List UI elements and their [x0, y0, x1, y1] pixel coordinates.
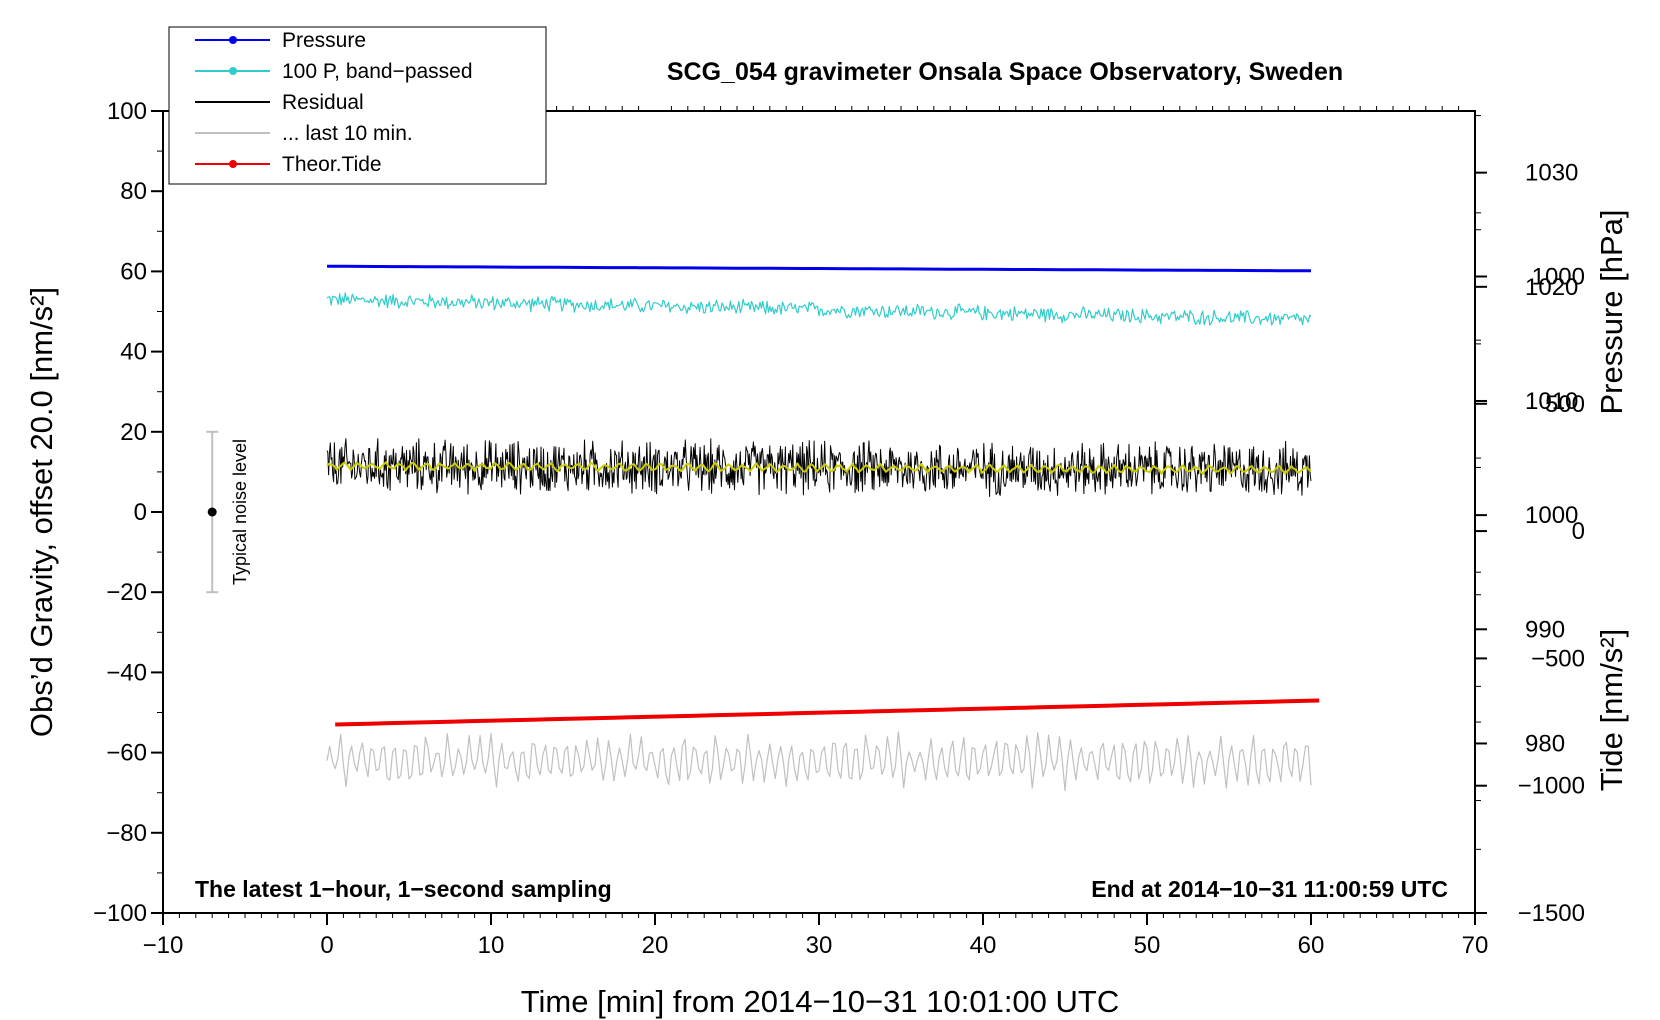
noise-center-dot	[207, 507, 217, 517]
pressure-tick-label: 980	[1525, 730, 1565, 757]
legend-label: Pressure	[282, 29, 366, 52]
y-axis-label-left: Obs’d Gravity, offset 20.0 [nm/s²]	[24, 287, 59, 737]
annotation-bottom-right: End at 2014−10−31 11:00:59 UTC	[1091, 876, 1448, 902]
legend-label: 100 P, band−passed	[282, 60, 473, 83]
y-tick-label: 0	[134, 499, 147, 526]
x-tick-label: 30	[806, 932, 833, 959]
x-axis-ticks: −10 0 10 20 30 40 50 60 70	[143, 106, 1489, 959]
tide-tick-label: 500	[1545, 391, 1585, 418]
x-tick-label: 10	[478, 932, 505, 959]
legend-marker	[229, 160, 237, 168]
y-tick-label: −20	[106, 579, 147, 606]
pressure-tick-label: 1000	[1525, 502, 1578, 529]
series-line-0	[327, 264, 1311, 273]
x-tick-label: 20	[642, 932, 669, 959]
legend-marker	[229, 67, 237, 75]
annotation-bottom-left: The latest 1−hour, 1−second sampling	[195, 876, 612, 902]
noise-marker	[206, 430, 219, 594]
y-tick-label: 40	[120, 339, 147, 366]
tide-tick-label: −1000	[1518, 773, 1585, 800]
tide-tick-label: −500	[1531, 645, 1585, 672]
tide-tick-label: 0	[1572, 518, 1585, 545]
pressure-tick-label: 1010	[1525, 388, 1578, 415]
tide-axis-ticks: 1000 500 0 −500 −1000 −1500	[1475, 212, 1585, 927]
pressure-tick-label: 990	[1525, 616, 1565, 643]
legend-label: Residual	[282, 91, 364, 114]
pressure-tick-label: 1020	[1525, 274, 1578, 301]
legend-marker	[229, 36, 237, 44]
series-line-5	[335, 698, 1320, 727]
y-axis-ticks: 100 80 60 40 20 0 −20 −40 −60 −80 −100	[93, 98, 163, 927]
y-axis-label-pressure: Pressure [hPa]	[1594, 209, 1629, 414]
series-line-2	[326, 438, 1312, 497]
x-tick-label: 40	[970, 932, 997, 959]
x-tick-label: 0	[320, 932, 333, 959]
series-line-3	[326, 461, 1312, 475]
legend-box	[168, 26, 547, 185]
legend: Pressure 100 P, band−passed Residual ... la…	[168, 26, 547, 185]
series-layer	[326, 264, 1320, 791]
chart-title: SCG_054 gravimeter Onsala Space Observat…	[667, 58, 1343, 86]
series-line-1	[326, 292, 1312, 326]
y-tick-label: 100	[107, 98, 147, 125]
y-tick-label: 20	[120, 419, 147, 446]
y-tick-label: 80	[120, 178, 147, 205]
x-tick-label: −10	[143, 932, 184, 959]
y-tick-label: −100	[93, 900, 147, 927]
series-line-4	[326, 731, 1312, 791]
pressure-axis-ticks: 1030 1020 1010 1000 990 980	[1475, 115, 1578, 802]
y-tick-label: −40	[106, 659, 147, 686]
legend-label: Theor.Tide	[282, 153, 382, 176]
legend-label: ... last 10 min.	[282, 122, 413, 145]
y-tick-label: −60	[106, 740, 147, 767]
x-tick-label: 70	[1462, 932, 1489, 959]
tide-tick-label: 1000	[1532, 263, 1585, 290]
pressure-tick-label: 1030	[1525, 160, 1578, 187]
y-axis-label-tide: Tide [nm/s²]	[1594, 629, 1629, 792]
x-tick-label: 50	[1134, 932, 1161, 959]
tide-tick-label: −1500	[1518, 900, 1585, 927]
y-tick-label: −80	[106, 820, 147, 847]
x-tick-label: 60	[1298, 932, 1325, 959]
y-tick-label: 60	[120, 258, 147, 285]
x-axis-label: Time [min] from 2014−10−31 10:01:00 UTC	[521, 984, 1120, 1019]
noise-marker-label: Typical noise level	[230, 439, 250, 585]
